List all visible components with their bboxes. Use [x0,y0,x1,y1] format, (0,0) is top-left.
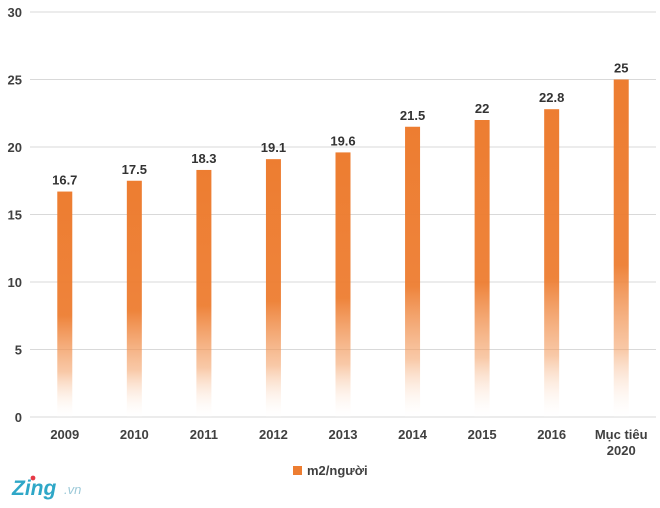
data-label: 19.6 [330,133,355,148]
x-tick-label: 2015 [468,427,497,442]
x-tick-label: 2010 [120,427,149,442]
x-tick-label: 2013 [329,427,358,442]
x-tick-label: 2009 [50,427,79,442]
bar [474,120,490,417]
x-tick-label: 2012 [259,427,288,442]
x-tick-label: 2014 [398,427,428,442]
y-axis-ticks: 0 5 10 15 20 25 30 [8,5,22,425]
data-label: 25 [614,61,628,76]
logo-dot [30,475,36,481]
bar [126,180,142,417]
bar [196,169,212,417]
y-tick-label: 5 [15,343,22,358]
data-labels: 16.7 17.5 18.3 19.1 19.6 21.5 22 22.8 25 [52,61,628,188]
legend-label: m2/người [307,463,368,478]
y-tick-label: 30 [8,5,22,20]
data-label: 21.5 [400,108,425,123]
legend-swatch [293,466,302,475]
data-label: 22.8 [539,90,564,105]
data-label: 22 [475,101,489,116]
x-tick-label: Mục tiêu 2020 [595,427,648,458]
bar [265,159,281,417]
bars [57,79,629,417]
logo-brand: Zing [11,477,56,500]
legend: m2/người [293,463,368,478]
y-tick-label: 10 [8,275,22,290]
bar [405,126,421,417]
y-tick-label: 0 [15,410,22,425]
x-tick-label: 2011 [190,427,218,442]
y-tick-label: 15 [8,208,22,223]
y-tick-label: 25 [8,73,22,88]
x-tick-label: 2016 [537,427,566,442]
data-label: 17.5 [122,162,147,177]
bar [335,152,351,417]
zing-logo: Zing .vn [11,475,81,500]
x-axis-ticks: 2009 2010 2011 2012 2013 2014 2015 2016 Mục tiêu… [50,427,647,458]
data-label: 19.1 [261,140,286,155]
bar [613,79,629,417]
bar [544,109,560,417]
data-label: 18.3 [191,151,216,166]
data-label: 16.7 [52,173,77,188]
logo-suffix: .vn [64,482,81,497]
bar [57,191,73,417]
y-tick-label: 20 [8,140,22,155]
